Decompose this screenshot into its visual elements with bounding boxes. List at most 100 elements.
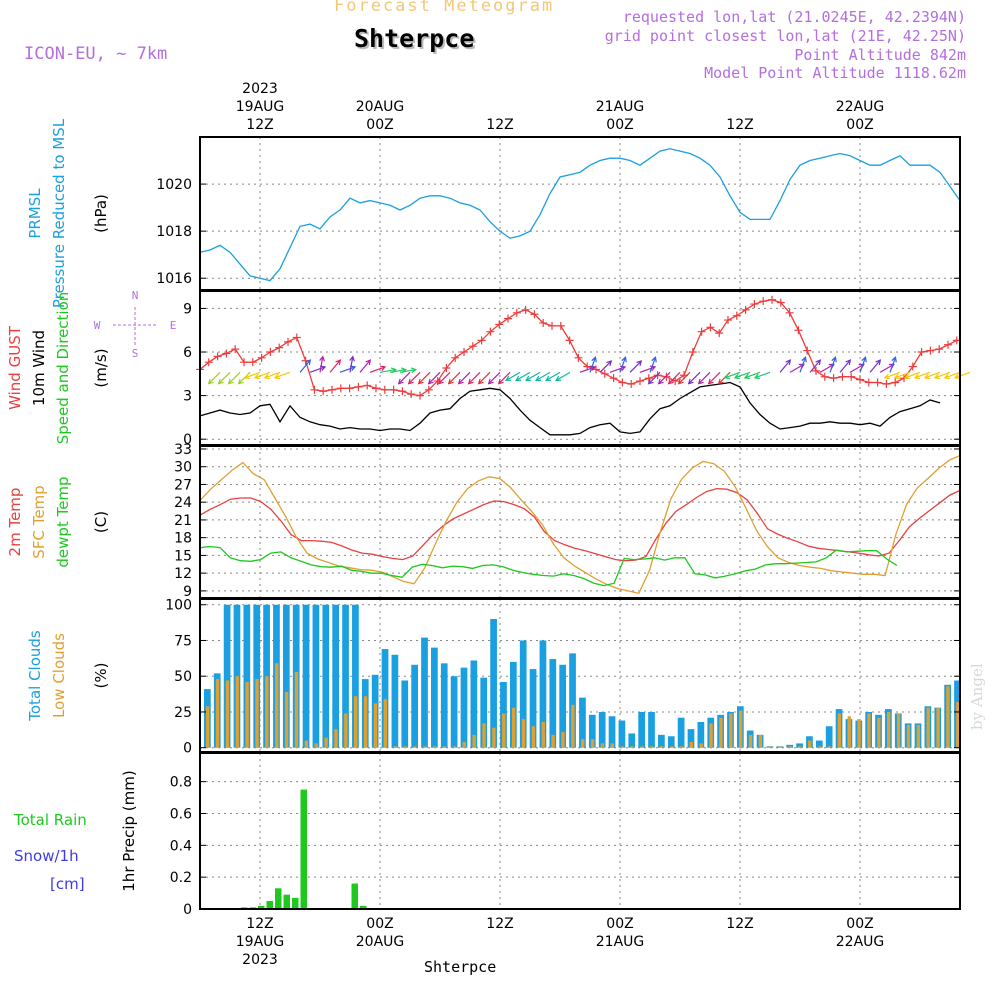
wind-arrow [505, 371, 521, 381]
wind-arrow [535, 371, 551, 381]
data-point [574, 353, 583, 362]
data-point [627, 379, 636, 388]
wind-arrow [579, 366, 596, 373]
wind-arrow-head [535, 375, 542, 381]
data-bar [521, 719, 526, 748]
data-bar [588, 714, 596, 748]
time-label-top: 12Z [726, 117, 753, 133]
data-bar [421, 637, 428, 748]
y-tick-label: 33 [174, 442, 192, 458]
wind-arrow-head [657, 378, 664, 385]
data-bar [571, 704, 575, 748]
wind-arrow-head [253, 373, 260, 380]
data-point [310, 385, 319, 394]
model-label: ICON-EU, ~ 7km [24, 44, 168, 64]
wind-arrow-head [707, 378, 714, 385]
data-bar [391, 654, 399, 748]
data-bar [480, 677, 488, 748]
data-point [504, 314, 512, 323]
data-point [820, 372, 829, 381]
data-bar [360, 905, 367, 909]
wind-arrow-head [621, 356, 627, 363]
data-bar [302, 604, 310, 748]
panel-label: [cm] [50, 875, 85, 893]
data-bar [292, 897, 299, 909]
data-bar [351, 883, 358, 909]
data-bar [490, 619, 497, 748]
data-point [486, 327, 495, 336]
data-bar [837, 713, 842, 748]
data-bar [519, 640, 527, 748]
data-bar [294, 671, 299, 748]
data-bar [719, 717, 723, 748]
time-label-bottom: 00Z [606, 916, 633, 932]
data-bar [450, 676, 458, 748]
wind-arrow [924, 371, 941, 379]
y-tick-label: 0 [183, 432, 192, 448]
data-point [697, 327, 706, 336]
data-bar [551, 734, 555, 748]
data-point [944, 340, 952, 349]
data-point [891, 378, 900, 387]
wind-arrow-head [591, 356, 597, 363]
data-bar [472, 734, 476, 748]
data-point [724, 316, 732, 325]
wind-arrow [408, 371, 421, 385]
y-tick-label: 9 [183, 301, 192, 317]
wind-arrow-head [555, 375, 562, 381]
wind-arrow [708, 371, 721, 385]
data-bar [827, 746, 832, 748]
data-bar [344, 713, 348, 748]
wind-arrow-head [305, 359, 312, 366]
wind-arrow [254, 371, 271, 379]
data-bar [699, 743, 703, 748]
wind-arrow-head [319, 355, 325, 362]
y-tick-label: 1016 [156, 271, 192, 287]
data-point [776, 298, 785, 307]
data-bar [926, 707, 930, 748]
panel-frame [199, 752, 961, 910]
wind-arrow [894, 371, 911, 379]
data-point [398, 387, 407, 396]
data-bar [628, 733, 636, 748]
wind-arrow [264, 371, 281, 379]
model-altitude: Model Point Altitude 1118.62m [704, 64, 966, 82]
wind-arrow [498, 371, 511, 385]
wind-arrow-head [831, 356, 837, 363]
wind-arrow [944, 371, 961, 379]
wind-arrow-head [545, 375, 552, 381]
wind-arrow [369, 366, 386, 373]
wind-arrow [859, 357, 867, 373]
data-bar [887, 711, 891, 748]
data-bar [630, 746, 634, 748]
wind-arrow-head [410, 367, 417, 374]
data-bar [393, 746, 397, 748]
y-tick-label: 6 [183, 345, 192, 361]
data-point [407, 390, 416, 399]
data-point [856, 375, 864, 384]
location-title: Shterpce [354, 24, 475, 53]
data-bar [620, 746, 624, 748]
panel-label: PRMSL [26, 188, 44, 239]
data-point [380, 385, 389, 394]
data-point [600, 369, 609, 378]
data-bar [581, 739, 585, 748]
data-bar [265, 676, 269, 748]
data-point [240, 358, 248, 367]
wind-arrow-head [953, 373, 960, 380]
panel-frame [199, 445, 961, 599]
wind-arrow [428, 371, 441, 385]
wind-arrow [724, 371, 741, 379]
data-bar [258, 905, 265, 909]
data-bar [460, 667, 468, 748]
panel-label: Speed and Direction [54, 292, 72, 445]
data-bar [847, 716, 851, 748]
wind-arrow [678, 371, 691, 385]
y-tick-label: 9 [183, 584, 192, 600]
time-label-bottom: 21AUG [596, 934, 645, 950]
data-point [319, 387, 328, 396]
wind-arrow [398, 371, 411, 385]
y-tick-label: 0.8 [170, 775, 192, 791]
wind-arrow-head [217, 378, 224, 385]
wind-arrow-head [651, 356, 657, 363]
